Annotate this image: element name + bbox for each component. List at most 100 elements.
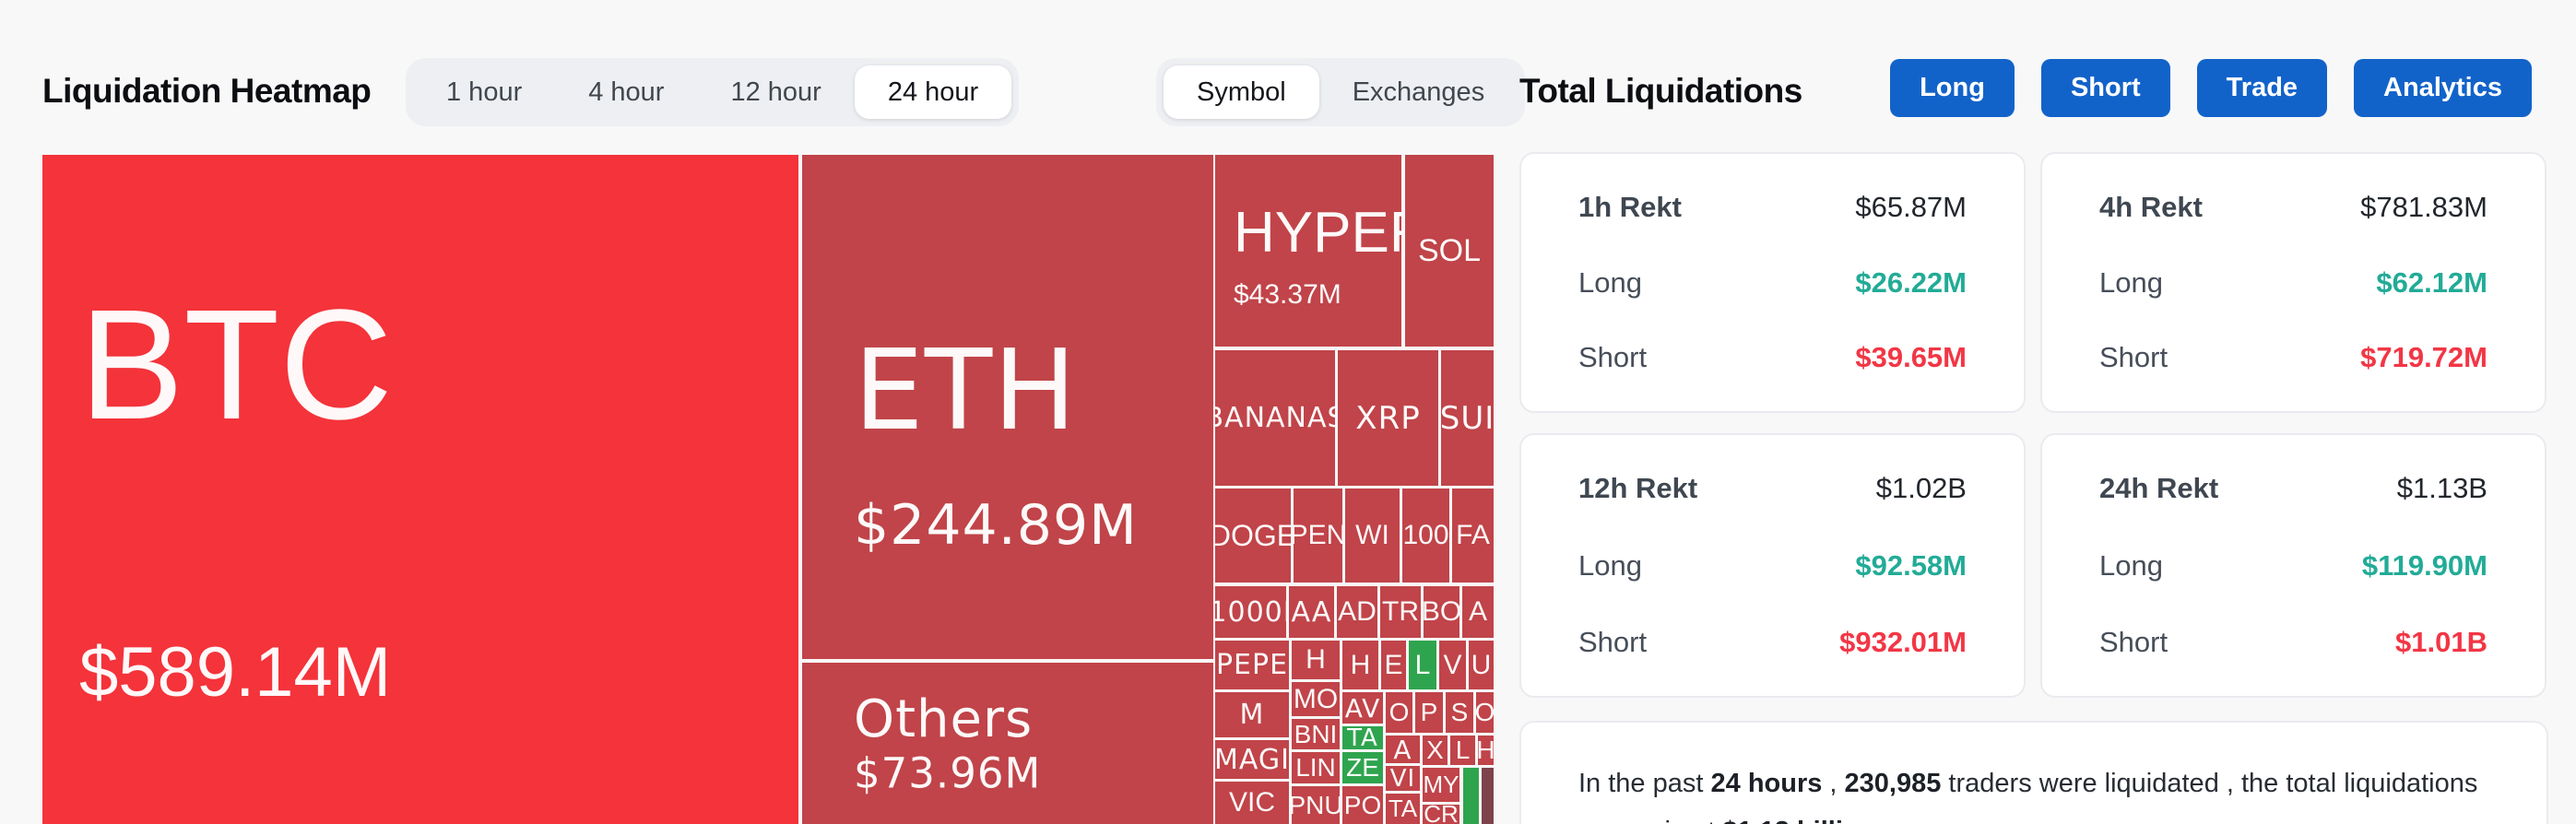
treemap-tile-m[interactable]: M: [1215, 692, 1289, 737]
treemap-tile-h[interactable]: H: [1478, 736, 1494, 765]
treemap-tile-e[interactable]: E: [1381, 641, 1406, 689]
rekt-total: 24h Rekt $1.13B: [2099, 472, 2487, 505]
treemap-tile-blank[interactable]: [1463, 768, 1479, 824]
treemap-tile-wi[interactable]: WI: [1345, 489, 1400, 583]
tab-1-hour[interactable]: 1 hour: [446, 77, 523, 107]
treemap-tile-pnu[interactable]: PNU: [1292, 786, 1340, 824]
view-toggle: Symbol Exchanges: [1156, 58, 1526, 126]
treemap-tile-lin[interactable]: LIN: [1292, 752, 1340, 783]
treemap-tile-x[interactable]: X: [1423, 736, 1448, 765]
treemap-tile-h[interactable]: H: [1292, 641, 1340, 679]
treemap-tile-p[interactable]: P: [1415, 692, 1443, 733]
liquidation-treemap: BTC $589.14M ETH $244.89M Others$73.96M HYPER…: [42, 155, 1494, 824]
treemap-tile-magi[interactable]: MAGI: [1215, 740, 1289, 779]
treemap-tile-ta[interactable]: TA: [1342, 726, 1383, 749]
tile-symbol: 1000I: [1215, 595, 1286, 629]
tab-24-hour[interactable]: 24 hour: [854, 65, 1012, 119]
tile-symbol: BTC: [79, 277, 393, 453]
treemap-tile-fa[interactable]: FA: [1452, 489, 1494, 583]
tile-value: $589.14M: [79, 633, 392, 712]
page-title: Liquidation Heatmap: [42, 72, 372, 110]
long-button[interactable]: Long: [1890, 59, 2015, 117]
treemap-tile-bananas[interactable]: BANANAS: [1215, 350, 1335, 486]
treemap-tile-100[interactable]: 100: [1402, 489, 1449, 583]
rekt-total-value: $781.83M: [2360, 191, 2487, 223]
tab-12-hour[interactable]: 12 hour: [730, 77, 821, 107]
treemap-tile-eth[interactable]: ETH $244.89M: [802, 155, 1213, 659]
treemap-tile-av[interactable]: AV: [1342, 692, 1383, 724]
tile-symbol: S: [1450, 698, 1469, 726]
tile-symbol: M: [1239, 699, 1265, 731]
tile-value: $244.89M: [854, 493, 1138, 558]
treemap-tile-mo[interactable]: MO: [1292, 682, 1340, 716]
tile-symbol: U: [1471, 649, 1492, 680]
treemap-tile-bni[interactable]: BNI: [1292, 719, 1340, 749]
summary-card: In the past 24 hours , 230,985 traders w…: [1519, 721, 2548, 824]
long-liquidations-value: $92.58M: [1855, 548, 1967, 582]
treemap-tile-xrp[interactable]: XRP: [1338, 350, 1438, 486]
treemap-tile-sol[interactable]: SOL: [1405, 155, 1494, 347]
rekt-total-label: 1h Rekt: [1578, 191, 1682, 223]
treemap-tile-doge[interactable]: DOGE: [1215, 489, 1291, 583]
treemap-tile-v[interactable]: V: [1439, 641, 1466, 689]
treemap-tile-my[interactable]: MY: [1423, 768, 1459, 802]
treemap-tile-cr[interactable]: CR: [1423, 805, 1459, 824]
treemap-tile-s[interactable]: S: [1446, 692, 1473, 733]
toggle-symbol[interactable]: Symbol: [1164, 65, 1319, 119]
tile-symbol: MY: [1423, 771, 1459, 798]
treemap-tile-ze[interactable]: ZE: [1342, 752, 1383, 783]
treemap-tile-btc[interactable]: BTC $589.14M: [42, 155, 798, 824]
long-liquidations: Long $119.90M: [2099, 549, 2487, 583]
treemap-tile-bo[interactable]: BO: [1424, 586, 1459, 638]
treemap-tile-vi[interactable]: VI: [1386, 766, 1420, 791]
treemap-tile-ad[interactable]: AD: [1337, 586, 1377, 638]
tile-symbol: SUI: [1441, 399, 1494, 437]
tile-symbol: X: [1426, 736, 1444, 764]
rekt-total: 1h Rekt $65.87M: [1578, 191, 1967, 224]
treemap-tile-a[interactable]: A: [1462, 586, 1494, 638]
treemap-tile-pepe[interactable]: PEPE: [1215, 641, 1289, 689]
treemap-tile-po[interactable]: PO: [1342, 786, 1383, 824]
treemap-tile-u[interactable]: U: [1469, 641, 1494, 689]
treemap-tile-blank[interactable]: [1482, 768, 1494, 824]
stat-card-24h-rekt: 24h Rekt $1.13B Long $119.90M Short $1.01B: [2040, 433, 2546, 698]
short-liquidations-label: Short: [2099, 341, 2168, 373]
panel-title: Total Liquidations: [1519, 72, 1802, 110]
analytics-button[interactable]: Analytics: [2354, 59, 2532, 117]
treemap-tile-o[interactable]: O: [1476, 692, 1494, 733]
treemap-tile-a[interactable]: A: [1386, 736, 1420, 763]
short-liquidations-value: $1.01B: [2395, 626, 2487, 658]
treemap-tile-pen[interactable]: PEN: [1294, 489, 1342, 583]
trade-button[interactable]: Trade: [2196, 59, 2328, 117]
tile-symbol: VI: [1389, 766, 1416, 791]
long-liquidations: Long $62.12M: [2099, 266, 2487, 300]
treemap-tile-sui[interactable]: SUI: [1441, 350, 1494, 486]
treemap-tile-o[interactable]: O: [1386, 692, 1412, 733]
toggle-exchanges[interactable]: Exchanges: [1352, 77, 1485, 107]
treemap-tile-1000i[interactable]: 1000I: [1215, 586, 1286, 638]
summary-segment: ,: [1822, 769, 1845, 798]
treemap-tile-vic[interactable]: VIC: [1215, 782, 1289, 824]
treemap-tile-l[interactable]: L: [1450, 736, 1475, 765]
stat-card-4h-rekt: 4h Rekt $781.83M Long $62.12M Short $719.72M: [2040, 152, 2546, 413]
treemap-tile-ta[interactable]: TA: [1386, 794, 1420, 824]
treemap-tile-aa[interactable]: AA: [1289, 586, 1334, 638]
tile-symbol: PEPE: [1215, 649, 1289, 681]
short-liquidations: Short $932.01M: [1578, 626, 1967, 659]
treemap-tile-hyper[interactable]: HYPER $43.37M: [1215, 155, 1401, 347]
tile-symbol: BANANAS: [1215, 402, 1335, 434]
treemap-tile-h[interactable]: H: [1342, 641, 1378, 689]
rekt-total-label: 24h Rekt: [2099, 472, 2219, 504]
treemap-tile-l[interactable]: L: [1409, 641, 1436, 689]
tile-symbol: A: [1468, 596, 1487, 627]
rekt-total-label: 12h Rekt: [1578, 472, 1698, 504]
short-button[interactable]: Short: [2040, 59, 2170, 117]
long-liquidations: Long $26.22M: [1578, 266, 1967, 300]
tab-4-hour[interactable]: 4 hour: [588, 77, 665, 107]
tile-symbol: O: [1476, 698, 1494, 726]
tile-symbol: XRP: [1355, 399, 1421, 437]
treemap-tile-others[interactable]: Others $73.96M: [802, 663, 1213, 824]
treemap-tile-tr[interactable]: TR: [1380, 586, 1421, 638]
rekt-total-value: $65.87M: [1855, 191, 1967, 223]
